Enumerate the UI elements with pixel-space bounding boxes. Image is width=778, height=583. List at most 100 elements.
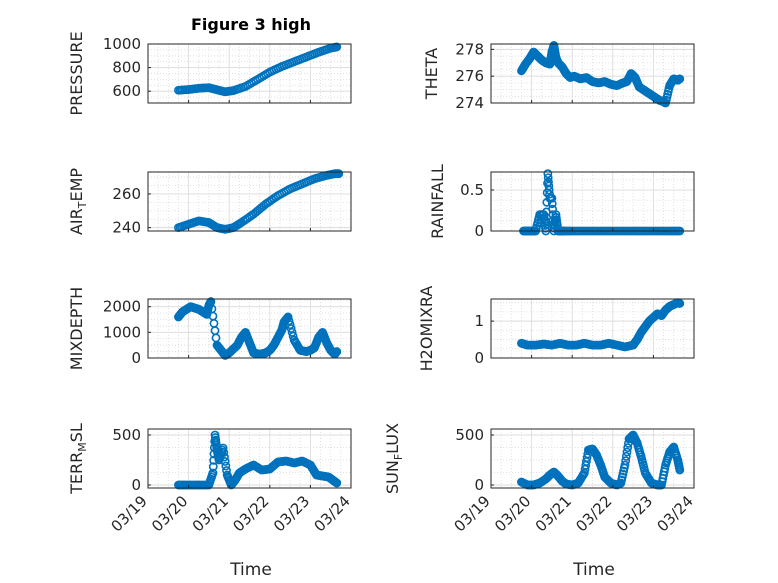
- y-tick-label: 1: [474, 312, 484, 330]
- subplot-theta: 274 276 278 THETA: [422, 40, 695, 112]
- x-tick-label: 03/24: [311, 492, 354, 535]
- axes-box: [147, 171, 352, 232]
- y-tick-label: 0: [474, 222, 484, 240]
- y-label-subscript: T: [76, 201, 89, 209]
- y-axis-label: MIXDEPTH: [67, 287, 86, 370]
- y-label-subscript: M: [76, 442, 89, 452]
- data-point: [288, 331, 298, 341]
- y-tick-label: 276: [455, 67, 484, 85]
- y-tick-label: 500: [455, 426, 484, 444]
- data-point: [636, 450, 645, 460]
- figure-title: Figure 3 high: [191, 15, 311, 34]
- y-axis-label: AIRTEMP: [67, 168, 89, 235]
- data-point: [257, 202, 267, 212]
- data-point: [622, 447, 632, 457]
- data-point: [287, 327, 297, 337]
- y-tick-label: 1000: [103, 35, 141, 53]
- data-point: [544, 185, 554, 195]
- data-point: [547, 199, 557, 209]
- y-label-main: SUN: [383, 460, 402, 494]
- data-point: [332, 347, 341, 357]
- x-tick-label: 03/21: [189, 492, 232, 535]
- y-tick-label: 2000: [103, 298, 141, 316]
- data-point: [220, 452, 229, 462]
- y-axis-label: PRESSURE: [67, 31, 86, 115]
- axes-box: [490, 428, 695, 489]
- x-tick-label: 03/20: [148, 492, 191, 535]
- y-tick-label: 0: [131, 476, 141, 494]
- x-axis-label-right: Time: [572, 560, 615, 580]
- y-label-tail: LUX: [383, 423, 402, 454]
- data-point: [544, 177, 553, 187]
- data-point: [211, 333, 221, 343]
- data-point: [660, 463, 670, 473]
- y-tick-label: 274: [455, 94, 484, 112]
- axes-box: [490, 298, 695, 359]
- x-tick-label: 03/20: [491, 492, 534, 535]
- y-tick-label: 0: [131, 349, 141, 367]
- axes-box: [490, 43, 695, 104]
- data-point: [331, 478, 341, 487]
- subplot-rainfall: 0 0.5 RAINFALL: [428, 164, 695, 240]
- y-tick-label: 1000: [103, 323, 141, 341]
- data-point: [659, 467, 669, 477]
- y-tick-label: 600: [112, 82, 141, 100]
- data-point: [675, 298, 684, 308]
- data-point: [219, 448, 229, 457]
- y-axis-label: RAINFALL: [428, 164, 447, 239]
- y-label-tail: EMP: [67, 168, 86, 202]
- x-axis-label-left: Time: [229, 560, 272, 580]
- x-tick-label: 03/19: [108, 492, 151, 535]
- data-point: [284, 316, 294, 326]
- data-point: [621, 456, 631, 466]
- y-tick-label: 0: [474, 476, 484, 494]
- y-label-main: AIR: [67, 208, 86, 235]
- x-tick-label: 03/24: [654, 492, 697, 535]
- y-tick-label: 278: [455, 40, 484, 58]
- x-tick-label: 03/22: [572, 492, 615, 535]
- data-point: [286, 324, 296, 333]
- data-point: [623, 443, 633, 453]
- data-point: [578, 470, 588, 480]
- subplot-air_temp: 240 260 AIRTEMP: [67, 168, 352, 237]
- data-point: [285, 320, 295, 330]
- y-tick-label: 0.5: [460, 181, 484, 199]
- data-point: [208, 462, 218, 472]
- x-tick-label: 03/19: [451, 492, 494, 535]
- x-tick-label: 03/22: [229, 492, 272, 535]
- y-axis-label: TERRMSL: [67, 423, 89, 495]
- y-axis-label: H2OMIXRA: [417, 286, 436, 372]
- axes-box: [147, 428, 352, 489]
- subplot-mixdepth: 0 1000 2000 MIXDEPTH: [67, 287, 352, 370]
- data-point: [621, 451, 631, 461]
- y-tick-label: 260: [112, 185, 141, 203]
- axes-box: [490, 171, 695, 232]
- data-point: [675, 74, 684, 84]
- data-point: [221, 461, 231, 471]
- y-tick-label: 240: [112, 219, 141, 237]
- y-tick-label: 800: [112, 59, 141, 77]
- data-point: [543, 173, 553, 183]
- subplot-h2omixra: 0 1 H2OMIXRA: [417, 286, 695, 372]
- data-point: [544, 181, 554, 191]
- data-point: [543, 169, 553, 179]
- data-point: [582, 453, 592, 463]
- subplot-pressure: 600 800 1000 PRESSURE: [67, 31, 352, 116]
- data-point: [333, 169, 343, 179]
- data-point: [547, 193, 556, 203]
- plot-area: [491, 172, 694, 231]
- y-axis-label: SUNFLUX: [383, 423, 405, 494]
- data-point: [222, 466, 231, 475]
- data-point: [548, 204, 557, 214]
- data-point: [220, 457, 230, 466]
- y-axis-label: THETA: [422, 48, 441, 100]
- y-tick-label: 500: [112, 426, 141, 444]
- axes-box: [147, 298, 352, 359]
- data-point: [207, 470, 217, 480]
- y-label-tail: SL: [67, 423, 86, 442]
